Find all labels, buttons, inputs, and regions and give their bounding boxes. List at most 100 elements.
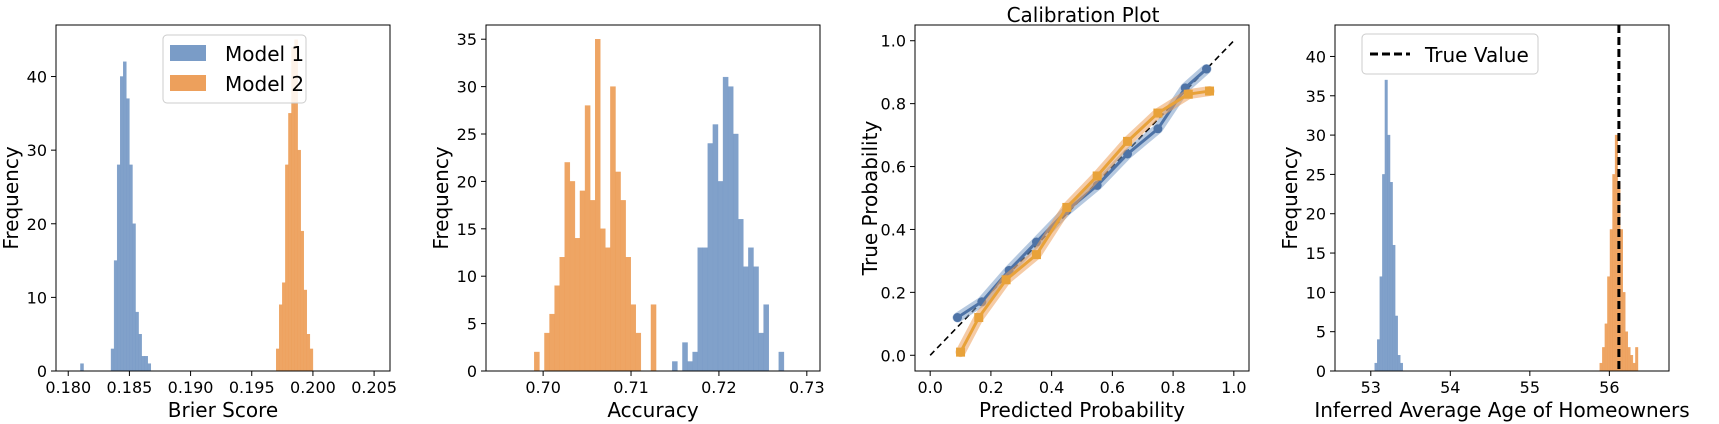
histogram-bar xyxy=(707,143,714,372)
plot-frame xyxy=(55,24,391,372)
histogram-bar xyxy=(589,200,596,372)
x-tick-label: 0.8 xyxy=(1160,378,1185,397)
x-axis-label: Predicted Probability xyxy=(979,398,1185,422)
y-axis-label: Frequency xyxy=(1278,146,1302,249)
histogram-bar xyxy=(1387,134,1391,372)
y-tick-label: 40 xyxy=(27,68,47,87)
histogram-bar xyxy=(534,351,540,372)
y-axis-label: Frequency xyxy=(429,146,453,249)
histogram-bar xyxy=(549,313,555,372)
histogram-bar xyxy=(116,164,121,372)
histogram-bar xyxy=(147,363,152,372)
y-tick-label: 0 xyxy=(467,362,477,381)
histogram-bar xyxy=(712,124,719,372)
histogram-bar xyxy=(763,304,769,372)
histogram-bar xyxy=(717,181,724,372)
calibration-point xyxy=(1153,108,1163,118)
y-tick-label: 10 xyxy=(27,288,47,307)
y-tick-label: 5 xyxy=(467,315,477,334)
histogram-bar xyxy=(110,348,115,372)
y-tick-label: 30 xyxy=(1306,126,1326,145)
x-tick-label: 53 xyxy=(1361,378,1381,397)
plot-frame xyxy=(1334,24,1670,372)
histogram-bar xyxy=(687,361,693,372)
axis-ticks: 0.0 0.2 0.4 0.6 0.8 1.0 0.0 0.2 0.4 0.6 0.8 1.0 xyxy=(881,32,1247,397)
calibration-point xyxy=(1001,275,1011,285)
y-tick-label: 25 xyxy=(1306,165,1326,184)
histogram-bar xyxy=(123,61,127,372)
histogram-bar xyxy=(1632,362,1636,372)
y-tick-label: 0.4 xyxy=(881,220,906,239)
calibration-point xyxy=(1062,202,1072,212)
histogram-bar xyxy=(1635,347,1639,372)
histogram-bar xyxy=(778,351,785,372)
y-tick-label: 30 xyxy=(27,141,47,160)
histogram-bars xyxy=(1374,25,1639,372)
histogram-bar xyxy=(288,113,292,372)
histogram-bar xyxy=(1400,362,1403,372)
y-tick-label: 10 xyxy=(457,267,477,286)
histogram-bar xyxy=(300,230,304,372)
y-tick-label: 15 xyxy=(1306,244,1326,263)
calibration-band xyxy=(955,86,1215,358)
histogram-bar xyxy=(630,304,636,372)
histogram-bar xyxy=(1389,182,1393,372)
x-tick-label: 0.200 xyxy=(290,378,336,397)
x-tick-label: 56 xyxy=(1599,378,1619,397)
histogram-bar xyxy=(297,149,301,372)
calibration-point xyxy=(974,313,984,323)
calibration-point xyxy=(1092,171,1102,181)
x-tick-label: 0.0 xyxy=(917,378,942,397)
calibration-point xyxy=(1205,86,1215,96)
x-tick-label: 0.6 xyxy=(1100,378,1125,397)
y-tick-label: 15 xyxy=(457,220,477,239)
histogram-bar xyxy=(615,171,621,372)
y-tick-label: 0 xyxy=(37,362,47,381)
histogram-bar xyxy=(692,351,698,372)
calibration-point xyxy=(1123,149,1133,159)
brier-score-histogram: 0.180 0.185 0.190 0.195 0.200 0.205010203040 … xyxy=(0,24,397,422)
y-axis-label: True Probability xyxy=(858,121,882,277)
y-tick-label: 0 xyxy=(1316,362,1326,381)
legend-label-model-1: Model 1 xyxy=(225,42,304,66)
histogram-bar xyxy=(1609,229,1613,372)
histogram-bar xyxy=(574,238,581,372)
histogram-bar xyxy=(309,348,314,372)
histogram-bar xyxy=(1394,315,1398,372)
calibration-point xyxy=(1201,64,1211,74)
histogram-bars xyxy=(534,39,785,372)
histogram-bar xyxy=(625,257,631,372)
histogram-bar xyxy=(758,332,764,372)
histogram-bar xyxy=(595,39,601,372)
histogram-bar xyxy=(1377,339,1381,372)
y-tick-label: 30 xyxy=(457,78,477,97)
histogram-bar xyxy=(135,311,139,372)
histogram-bar xyxy=(650,304,657,372)
y-tick-label: 5 xyxy=(1316,323,1326,342)
y-tick-label: 0.2 xyxy=(881,283,906,302)
histogram-bar xyxy=(132,223,136,372)
histogram-bar xyxy=(722,76,729,372)
legend-swatch-model-1 xyxy=(170,45,206,61)
histogram-bar xyxy=(743,266,749,372)
histogram-bar xyxy=(80,363,84,372)
histogram-bar xyxy=(635,332,642,372)
histogram-bar xyxy=(1614,134,1618,372)
x-tick-label: 0.4 xyxy=(1039,378,1064,397)
plot-frame xyxy=(485,24,821,372)
histogram-bar xyxy=(738,219,744,372)
x-tick-label: 0.73 xyxy=(789,378,825,397)
y-tick-label: 0.8 xyxy=(881,95,906,114)
x-tick-label: 54 xyxy=(1440,378,1460,397)
histogram-bar xyxy=(554,285,560,372)
histogram-bar xyxy=(126,98,130,372)
histogram-bar xyxy=(569,181,576,372)
y-tick-label: 0.0 xyxy=(881,346,906,365)
histogram-bar xyxy=(144,356,148,372)
histogram-bar xyxy=(600,228,606,372)
inferred-age-histogram: 53 54 55 56 0 5 10 15 20 25 30 35 40 Inferred Averag… xyxy=(1278,24,1690,422)
histogram-bar xyxy=(1382,174,1386,372)
x-axis-label: Brier Score xyxy=(168,398,278,422)
